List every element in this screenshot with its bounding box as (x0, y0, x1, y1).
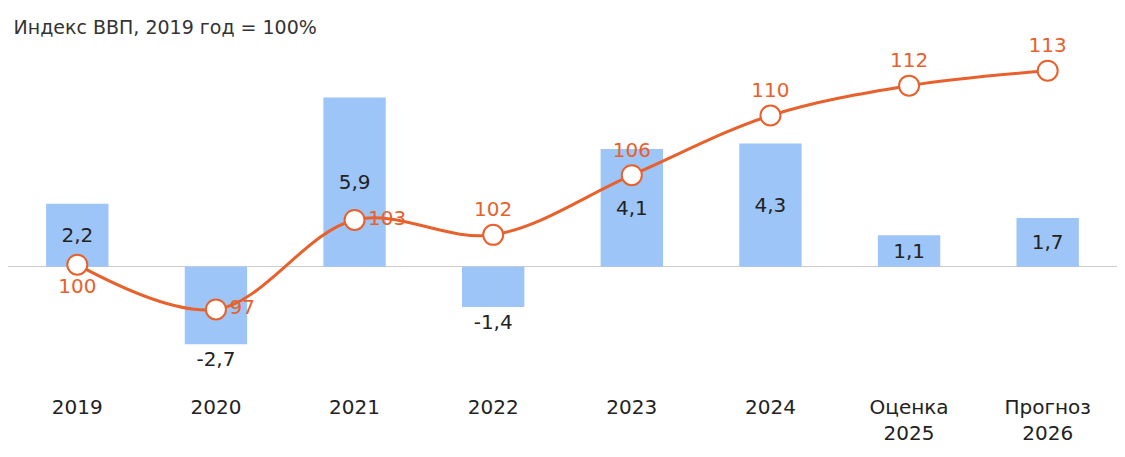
svg-text:106: 106 (613, 138, 651, 162)
svg-text:4,1: 4,1 (616, 196, 648, 220)
svg-text:2023: 2023 (606, 395, 657, 419)
svg-text:110: 110 (751, 78, 789, 102)
svg-text:113: 113 (1029, 33, 1067, 57)
svg-text:2024: 2024 (745, 395, 796, 419)
svg-text:1,7: 1,7 (1032, 230, 1064, 254)
svg-text:Индекс ВВП, 2019 год = 100%: Индекс ВВП, 2019 год = 100% (14, 16, 317, 38)
svg-text:2022: 2022 (468, 395, 519, 419)
svg-text:102: 102 (474, 197, 512, 221)
svg-text:100: 100 (58, 274, 96, 298)
svg-text:112: 112 (890, 48, 928, 72)
svg-text:Прогноз2026: Прогноз2026 (1004, 395, 1090, 445)
svg-text:2,2: 2,2 (61, 223, 93, 247)
svg-text:103: 103 (368, 206, 406, 230)
svg-text:2021: 2021 (329, 395, 380, 419)
svg-text:5,9: 5,9 (339, 170, 371, 194)
svg-text:-1,4: -1,4 (474, 310, 513, 334)
svg-text:2019: 2019 (52, 395, 103, 419)
svg-text:2020: 2020 (190, 395, 241, 419)
svg-text:4,3: 4,3 (755, 193, 787, 217)
svg-text:1,1: 1,1 (893, 239, 925, 263)
svg-text:Оценка2025: Оценка2025 (870, 395, 949, 445)
svg-text:97: 97 (229, 295, 254, 319)
svg-text:-2,7: -2,7 (196, 347, 235, 371)
